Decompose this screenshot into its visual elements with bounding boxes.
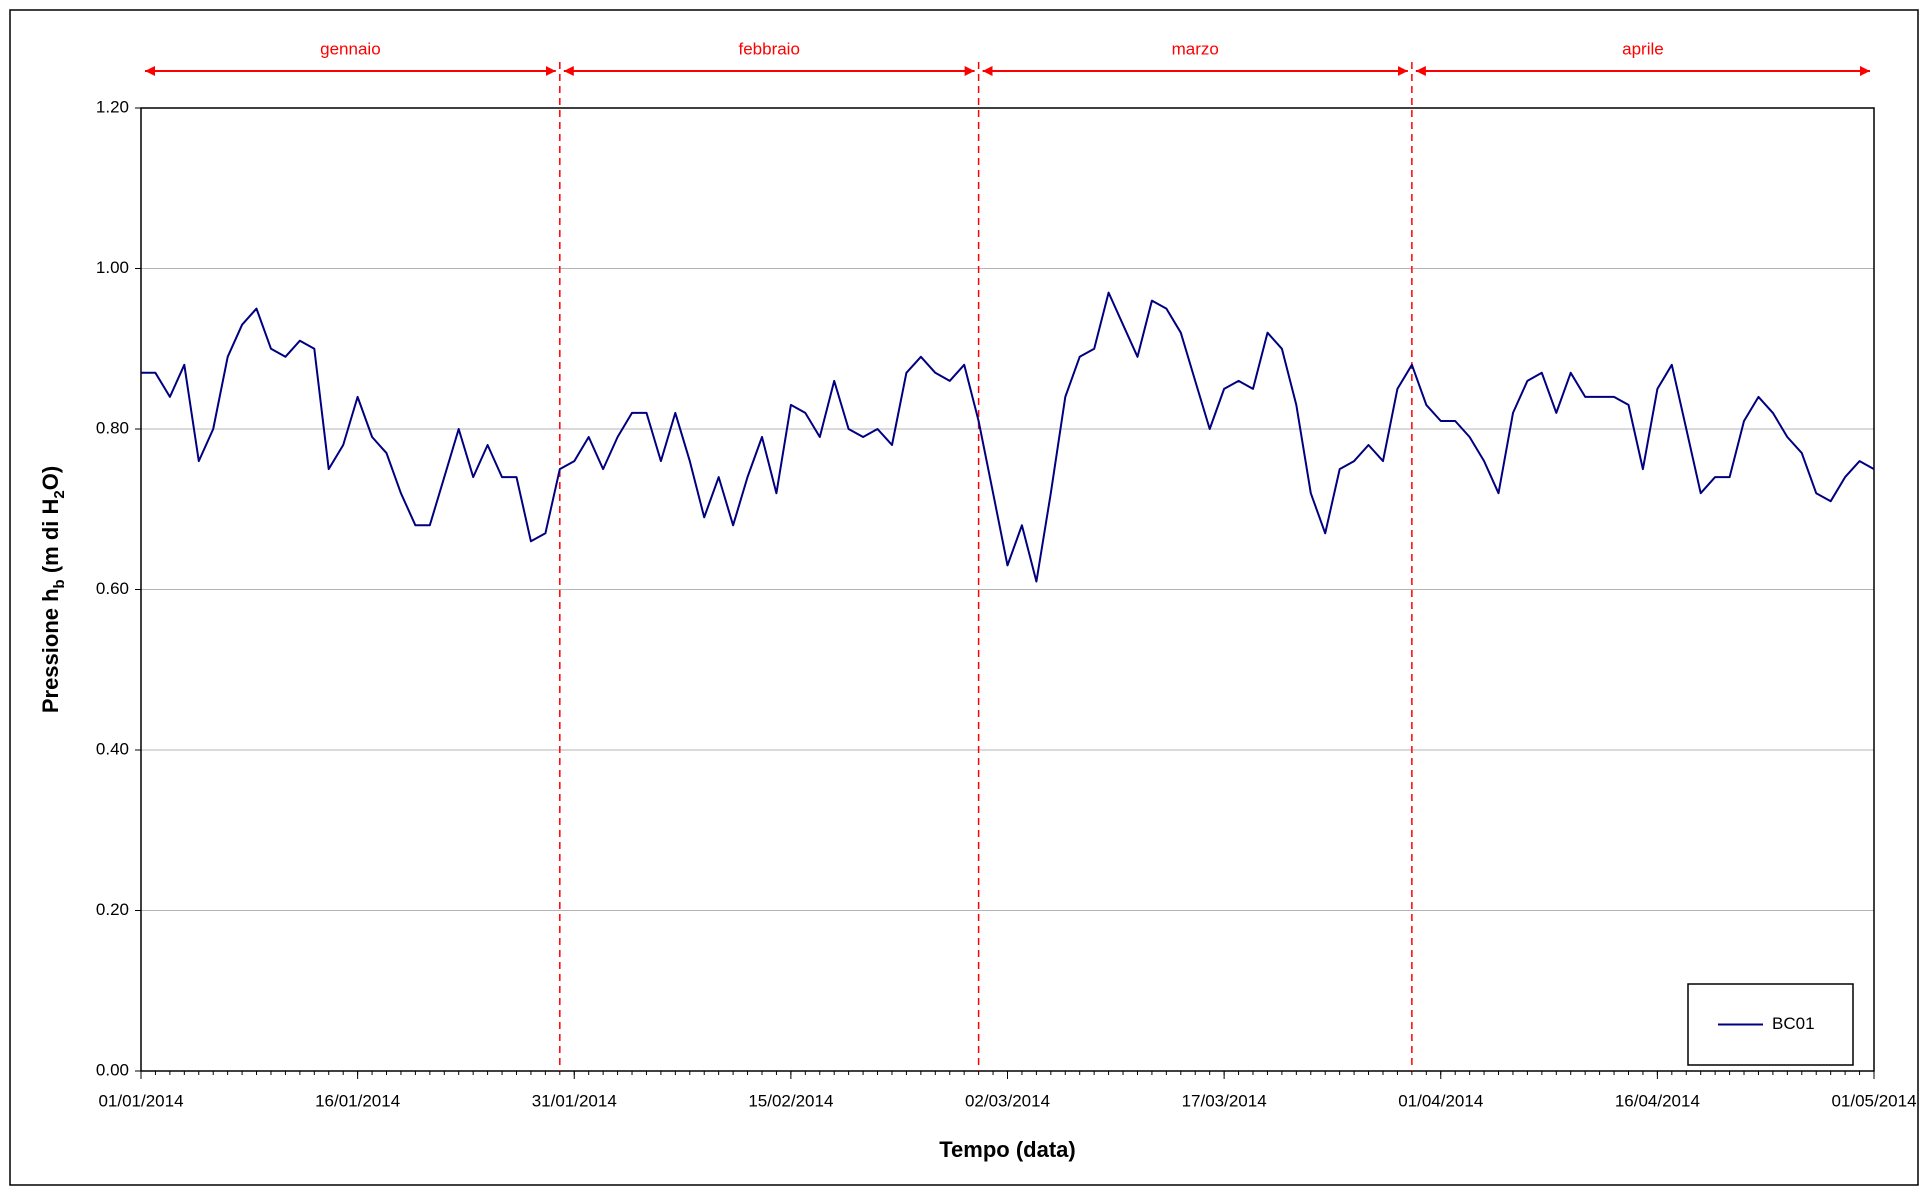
y-tick-label: 0.20 — [96, 900, 129, 919]
y-axis-title: Pressione hb (m di H2O) — [38, 466, 69, 713]
x-tick-label: 02/03/2014 — [965, 1091, 1050, 1110]
period-label: marzo — [1172, 39, 1219, 58]
y-axis-title-part: O) — [38, 466, 63, 490]
x-tick-label: 15/02/2014 — [748, 1091, 833, 1110]
x-tick-label: 01/01/2014 — [98, 1091, 183, 1110]
x-tick-label: 01/05/2014 — [1831, 1091, 1916, 1110]
x-tick-label: 31/01/2014 — [532, 1091, 617, 1110]
y-axis-title-part: Pressione h — [38, 588, 63, 713]
legend-label: BC01 — [1772, 1014, 1815, 1033]
legend-box — [1687, 983, 1854, 1066]
period-label: aprile — [1622, 39, 1664, 58]
y-tick-label: 0.80 — [96, 418, 129, 437]
chart-frame — [9, 9, 1919, 1186]
period-label: gennaio — [320, 39, 381, 58]
y-axis-title-part: b — [51, 579, 68, 588]
x-tick-label: 16/04/2014 — [1615, 1091, 1700, 1110]
x-axis-title: Tempo (data) — [939, 1137, 1075, 1162]
y-tick-label: 0.40 — [96, 739, 129, 758]
period-label: febbraio — [738, 39, 799, 58]
y-axis-title-part: 2 — [51, 490, 68, 498]
y-tick-label: 0.60 — [96, 579, 129, 598]
y-axis-title-part: (m di H — [38, 499, 63, 580]
y-tick-label: 1.00 — [96, 258, 129, 277]
data-line — [141, 291, 1875, 583]
y-tick-label: 1.20 — [96, 97, 129, 116]
y-tick-label: 0.00 — [96, 1060, 129, 1079]
x-tick-label: 16/01/2014 — [315, 1091, 400, 1110]
x-tick-label: 17/03/2014 — [1182, 1091, 1267, 1110]
x-tick-label: 01/04/2014 — [1398, 1091, 1483, 1110]
